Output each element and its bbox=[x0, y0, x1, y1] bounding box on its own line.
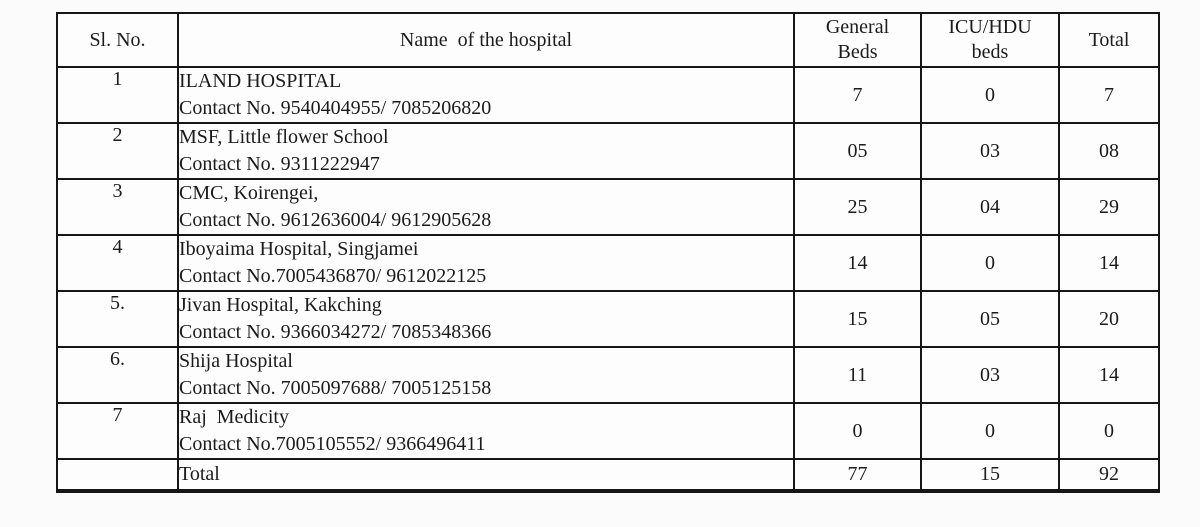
hospital-name-cell: Iboyaima Hospital, Singjamei Contact No.… bbox=[177, 234, 795, 292]
table-row: 6. Shija Hospital Contact No. 7005097688… bbox=[56, 346, 1160, 404]
hospital-name: Shija Hospital bbox=[179, 350, 293, 372]
hospital-name: ILAND HOSPITAL bbox=[179, 70, 342, 92]
icu-hdu-beds-cell: 0 bbox=[920, 402, 1060, 460]
icu-hdu-beds-cell: 04 bbox=[920, 178, 1060, 236]
total-beds-cell: 29 bbox=[1058, 178, 1160, 236]
hospital-name-cell: ILAND HOSPITAL Contact No. 9540404955/ 7… bbox=[177, 66, 795, 124]
total-beds-cell: 14 bbox=[1058, 346, 1160, 404]
hospital-contact: Contact No. 9366034272/ 7085348366 bbox=[179, 321, 492, 343]
general-beds-cell: 11 bbox=[793, 346, 922, 404]
hospital-contact: Contact No.7005105552/ 9366496411 bbox=[179, 433, 486, 455]
total-row-label: Total bbox=[177, 458, 795, 492]
sl-no-cell: 3 bbox=[56, 178, 179, 236]
hospital-name-cell: CMC, Koirengei, Contact No. 9612636004/ … bbox=[177, 178, 795, 236]
icu-hdu-beds-cell: 0 bbox=[920, 66, 1060, 124]
table-row: 7 Raj Medicity Contact No.7005105552/ 93… bbox=[56, 402, 1160, 460]
hospital-name: Iboyaima Hospital, Singjamei bbox=[179, 238, 419, 260]
general-beds-cell: 05 bbox=[793, 122, 922, 180]
hospital-name-cell: MSF, Little flower School Contact No. 93… bbox=[177, 122, 795, 180]
general-beds-cell: 25 bbox=[793, 178, 922, 236]
hospital-name: Jivan Hospital, Kakching bbox=[179, 294, 382, 316]
grand-total-cell: 92 bbox=[1058, 458, 1160, 492]
hospital-name-cell: Shija Hospital Contact No. 7005097688/ 7… bbox=[177, 346, 795, 404]
hospital-beds-table: Sl. No. Name of the hospital General Bed… bbox=[56, 12, 1160, 493]
total-beds-cell: 20 bbox=[1058, 290, 1160, 348]
general-beds-cell: 14 bbox=[793, 234, 922, 292]
hospital-name-cell: Raj Medicity Contact No.7005105552/ 9366… bbox=[177, 402, 795, 460]
hospital-contact: Contact No. 9311222947 bbox=[179, 153, 380, 175]
sl-no-cell: 7 bbox=[56, 402, 179, 460]
sl-no-cell: 6. bbox=[56, 346, 179, 404]
sl-no-cell: 5. bbox=[56, 290, 179, 348]
total-row: Total 77 15 92 bbox=[56, 458, 1160, 492]
header-general-beds: General Beds bbox=[793, 12, 922, 68]
total-general-beds-cell: 77 bbox=[793, 458, 922, 492]
general-beds-cell: 15 bbox=[793, 290, 922, 348]
hospital-contact: Contact No. 7005097688/ 7005125158 bbox=[179, 377, 492, 399]
total-beds-cell: 14 bbox=[1058, 234, 1160, 292]
hospital-contact: Contact No. 9612636004/ 9612905628 bbox=[179, 209, 492, 231]
table-row: 4 Iboyaima Hospital, Singjamei Contact N… bbox=[56, 234, 1160, 292]
hospital-name-cell: Jivan Hospital, Kakching Contact No. 936… bbox=[177, 290, 795, 348]
total-beds-cell: 08 bbox=[1058, 122, 1160, 180]
header-icu-hdu-beds: ICU/HDU beds bbox=[920, 12, 1060, 68]
table-row: 3 CMC, Koirengei, Contact No. 9612636004… bbox=[56, 178, 1160, 236]
sl-no-cell: 1 bbox=[56, 66, 179, 124]
icu-hdu-beds-cell: 03 bbox=[920, 346, 1060, 404]
sl-no-cell: 2 bbox=[56, 122, 179, 180]
icu-hdu-beds-cell: 03 bbox=[920, 122, 1060, 180]
header-row: Sl. No. Name of the hospital General Bed… bbox=[56, 12, 1160, 68]
header-total: Total bbox=[1058, 12, 1160, 68]
total-beds-cell: 0 bbox=[1058, 402, 1160, 460]
total-beds-cell: 7 bbox=[1058, 66, 1160, 124]
table-row: 2 MSF, Little flower School Contact No. … bbox=[56, 122, 1160, 180]
hospital-contact: Contact No. 9540404955/ 7085206820 bbox=[179, 97, 492, 119]
hospital-name: MSF, Little flower School bbox=[179, 126, 389, 148]
hospital-name: Raj Medicity bbox=[179, 406, 289, 428]
general-beds-cell: 7 bbox=[793, 66, 922, 124]
header-sl-no: Sl. No. bbox=[56, 12, 179, 68]
header-hospital-name: Name of the hospital bbox=[177, 12, 795, 68]
general-beds-cell: 0 bbox=[793, 402, 922, 460]
table-row: 1 ILAND HOSPITAL Contact No. 9540404955/… bbox=[56, 66, 1160, 124]
icu-hdu-beds-cell: 05 bbox=[920, 290, 1060, 348]
sl-no-cell: 4 bbox=[56, 234, 179, 292]
total-row-empty-cell bbox=[56, 458, 179, 492]
hospital-name: CMC, Koirengei, bbox=[179, 182, 319, 204]
icu-hdu-beds-cell: 0 bbox=[920, 234, 1060, 292]
total-icu-hdu-beds-cell: 15 bbox=[920, 458, 1060, 492]
hospital-contact: Contact No.7005436870/ 9612022125 bbox=[179, 265, 487, 287]
table-row: 5. Jivan Hospital, Kakching Contact No. … bbox=[56, 290, 1160, 348]
